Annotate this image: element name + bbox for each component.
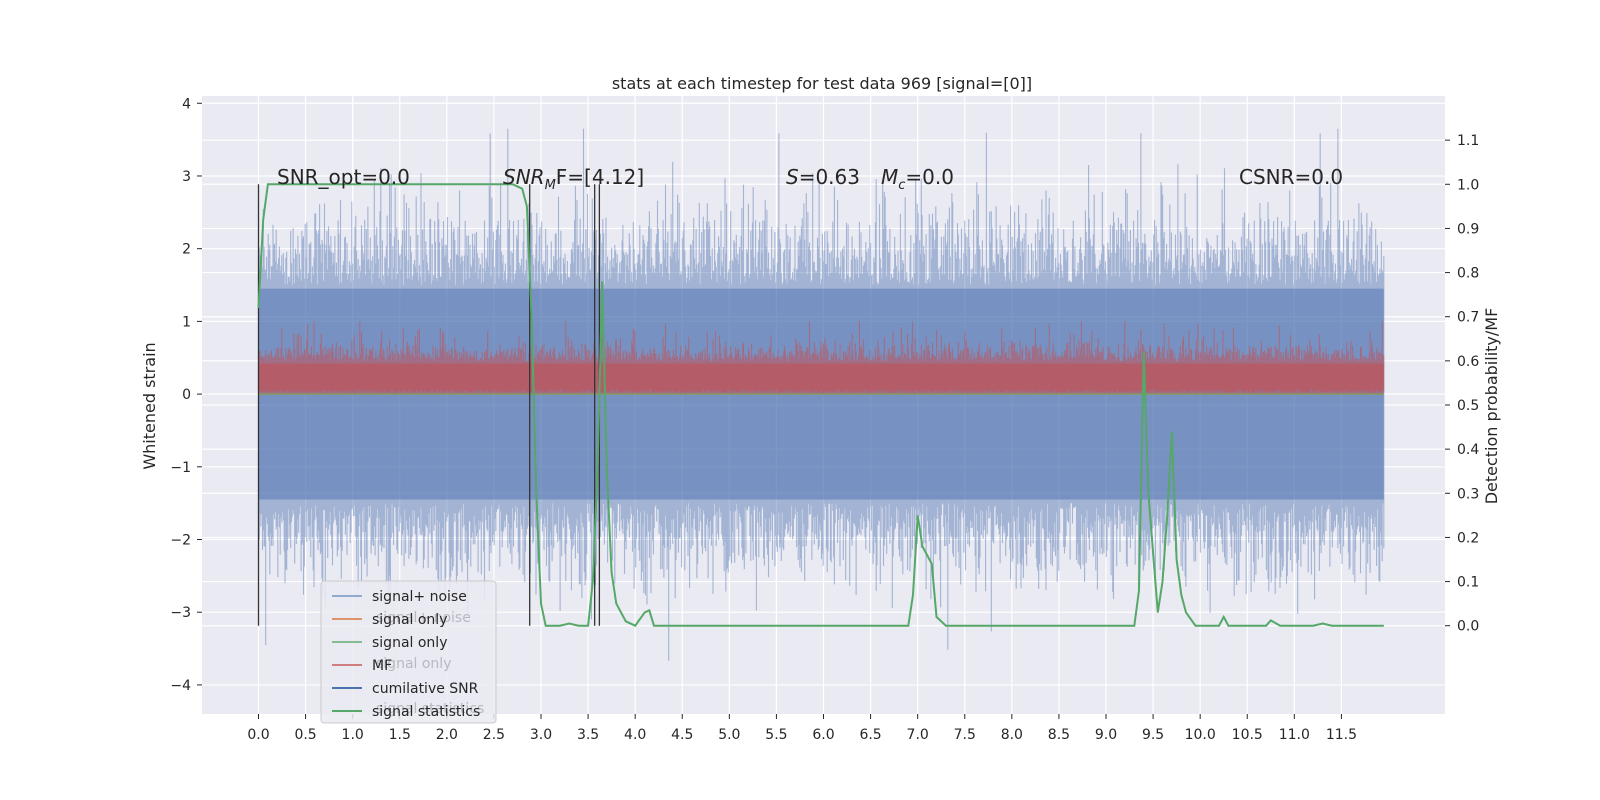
legend-label: signal statistics	[372, 704, 480, 720]
y-axis-ticks: −4 −3 −2 −1 0 1 2 3 4	[170, 96, 202, 694]
legend: signal+ noise signal only signal statist…	[320, 580, 497, 724]
x-tick-label: 5.0	[718, 727, 740, 743]
chart-title: stats at each timestep for test data 969…	[612, 74, 1032, 93]
x-tick-label: 9.0	[1095, 727, 1117, 743]
y2-tick-label: 0.3	[1457, 486, 1479, 502]
y2-tick-label: 0.9	[1457, 221, 1479, 237]
legend-ghost-label: signal only	[376, 656, 451, 672]
y-tick-label: 1	[182, 314, 191, 330]
annotation-mc: Mc=0.0	[881, 165, 954, 193]
x-tick-label: 2.0	[436, 727, 458, 743]
y2-axis-ticks: 0.0 0.1 0.2 0.3 0.4 0.5 0.6 0.7 0.8 0.9 1.0 1.1	[1445, 133, 1479, 635]
x-tick-label: 9.5	[1142, 727, 1164, 743]
x-tick-label: 10.5	[1232, 727, 1263, 743]
x-tick-label: 1.0	[342, 727, 364, 743]
y-tick-label: 4	[182, 96, 191, 112]
y2-tick-label: 1.0	[1457, 177, 1479, 193]
y-tick-label: −1	[170, 460, 191, 476]
annotation-csnr: CSNR=0.0	[1239, 165, 1343, 189]
signal-statistics-series	[257, 183, 1384, 627]
x-axis-ticks: 0.0 0.5 1.0 1.5 2.0 2.5 3.0 3.5 4.0 4.5 5.0 5.5 6.0 6…	[247, 714, 1357, 743]
legend-ghost-text: signal+ noise signal only signal statist…	[376, 610, 484, 717]
y-tick-label: −2	[170, 533, 191, 549]
y-tick-label: −4	[170, 678, 191, 694]
x-tick-label: 5.5	[765, 727, 787, 743]
y2-tick-label: 1.1	[1457, 133, 1479, 149]
x-tick-label: 11.5	[1326, 727, 1357, 743]
legend-label: signal only	[372, 635, 447, 651]
annotation-snr-mf: SNRMF=[4.12]	[503, 165, 644, 193]
x-tick-label: 2.5	[483, 727, 505, 743]
annotation-snr-opt: SNR_opt=0.0	[277, 165, 410, 189]
x-tick-label: 8.0	[1001, 727, 1023, 743]
y2-tick-label: 0.1	[1457, 575, 1479, 591]
x-tick-label: 8.5	[1048, 727, 1070, 743]
y-axis-label: Whitened strain	[140, 342, 159, 469]
x-tick-label: 1.5	[389, 727, 411, 743]
x-tick-label: 10.0	[1185, 727, 1216, 743]
legend-label: signal+ noise	[372, 589, 467, 605]
x-tick-label: 7.5	[954, 727, 976, 743]
y2-tick-label: 0.0	[1457, 619, 1479, 635]
y2-axis-label: Detection probability/MF	[1482, 308, 1501, 505]
y2-tick-label: 0.4	[1457, 442, 1479, 458]
x-tick-label: 3.5	[577, 727, 599, 743]
y2-tick-label: 0.8	[1457, 266, 1479, 282]
x-tick-label: 6.5	[859, 727, 881, 743]
y2-tick-label: 0.7	[1457, 310, 1479, 326]
x-tick-label: 7.0	[907, 727, 929, 743]
legend-box	[320, 580, 497, 724]
y2-tick-label: 0.6	[1457, 354, 1479, 370]
y2-tick-label: 0.2	[1457, 530, 1479, 546]
y-tick-label: −3	[170, 605, 191, 621]
signal-statistics-line	[257, 183, 1384, 627]
y2-tick-label: 0.5	[1457, 398, 1479, 414]
x-tick-label: 4.0	[624, 727, 646, 743]
legend-label: MF	[372, 658, 392, 674]
x-tick-label: 4.5	[671, 727, 693, 743]
x-tick-label: 3.0	[530, 727, 552, 743]
legend-label: cumilative SNR	[372, 681, 479, 697]
y-tick-label: 2	[182, 242, 191, 258]
annotations: SNR_opt=0.0 SNRMF=[4.12] S=0.63 Mc=0.0 C…	[277, 165, 1343, 193]
x-tick-label: 11.0	[1279, 727, 1310, 743]
x-tick-label: 0.0	[247, 727, 269, 743]
x-tick-label: 0.5	[294, 727, 316, 743]
legend-label: signal only	[372, 612, 447, 628]
y-tick-label: 3	[182, 169, 191, 185]
annotation-s: S=0.63	[786, 165, 860, 189]
legend-ghost-label: signal statistics	[376, 701, 484, 717]
x-tick-label: 6.0	[812, 727, 834, 743]
legend-ghost-label: signal+ noise	[376, 610, 471, 626]
y-tick-label: 0	[182, 387, 191, 403]
